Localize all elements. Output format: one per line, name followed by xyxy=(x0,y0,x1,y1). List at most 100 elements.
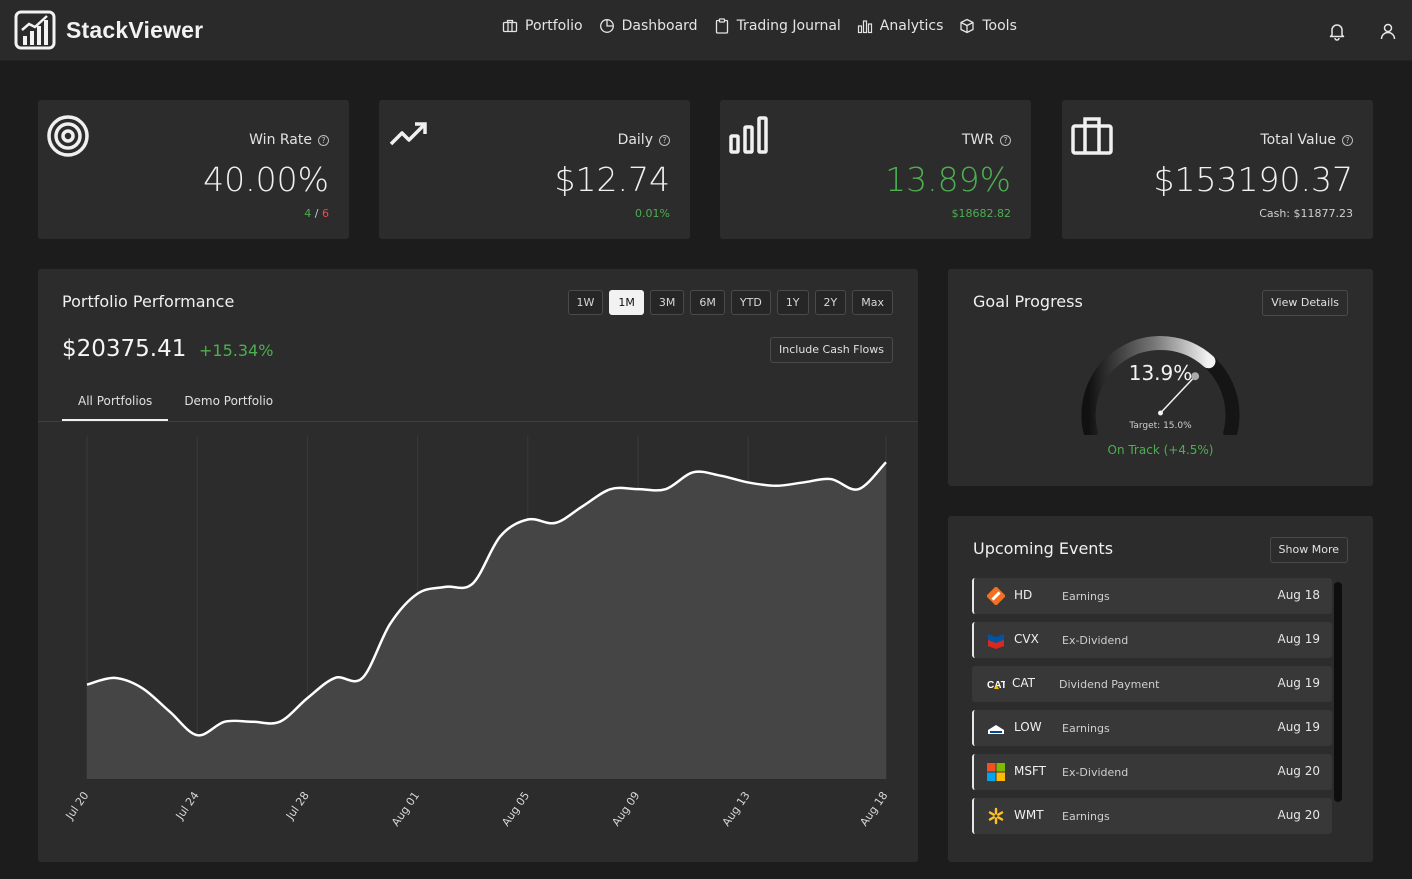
x-tick-label: Aug 13 xyxy=(720,789,753,828)
win-rate-label-text: Win Rate xyxy=(249,132,312,148)
user-profile-icon[interactable] xyxy=(1378,21,1398,41)
nav-analytics-label: Analytics xyxy=(879,18,944,34)
help-icon[interactable]: ? xyxy=(318,134,329,146)
help-icon[interactable]: ? xyxy=(659,134,670,146)
twr-label-text: TWR xyxy=(961,132,994,148)
pie-chart-icon xyxy=(599,19,614,33)
bar-chart-icon xyxy=(857,20,872,34)
event-type: Earnings xyxy=(1062,722,1110,735)
x-tick-label: Aug 01 xyxy=(389,789,422,828)
event-ticker: LOW xyxy=(1014,720,1042,734)
event-date: Aug 19 xyxy=(1277,676,1320,690)
range-1y-button[interactable]: 1Y xyxy=(776,290,809,315)
trending-up-icon xyxy=(389,122,427,146)
performance-title: Portfolio Performance xyxy=(62,292,235,311)
cash-balance: Cash: $11877.23 xyxy=(1259,207,1353,220)
brand[interactable]: StackViewer xyxy=(14,10,203,50)
event-ticker: CVX xyxy=(1014,632,1039,646)
range-max-button[interactable]: Max xyxy=(852,290,893,315)
event-type: Ex-Dividend xyxy=(1062,766,1129,779)
lowes-logo xyxy=(988,725,1004,734)
range-6m-button[interactable]: 6M xyxy=(690,290,725,315)
events-scrollbar[interactable] xyxy=(1334,582,1342,802)
range-1m-button[interactable]: 1M xyxy=(609,290,644,315)
total-value-label-text: Total Value xyxy=(1260,132,1336,148)
goal-gauge xyxy=(1081,336,1240,435)
event-type: Earnings xyxy=(1062,590,1110,603)
nav-analytics[interactable]: Analytics xyxy=(857,18,944,34)
twr-amount: $18682.82 xyxy=(951,207,1012,220)
nav-tools[interactable]: Tools xyxy=(959,18,1017,34)
x-axis-ticks: Jul 20 Jul 24 Jul 28 Aug 01 Aug 05 Aug 09 Aug … xyxy=(63,789,891,828)
wins-separator: / xyxy=(311,207,322,220)
daily-label: Daily? xyxy=(618,132,670,148)
event-row[interactable]: MSFT Ex-Dividend Aug 20 xyxy=(972,754,1332,790)
upcoming-events-title: Upcoming Events xyxy=(973,539,1114,558)
win-rate-card: Win Rate? 40.00% 4 / 6 xyxy=(38,100,349,239)
total-value-amount: $153190.37 xyxy=(1153,160,1353,199)
help-icon[interactable]: ? xyxy=(1342,134,1353,146)
main-nav: Portfolio Dashboard Trading Journal Anal… xyxy=(502,18,1017,34)
win-loss-count: 4 / 6 xyxy=(304,207,329,220)
event-ticker: MSFT xyxy=(1014,764,1046,778)
nav-dashboard[interactable]: Dashboard xyxy=(599,18,698,34)
view-details-button[interactable]: View Details xyxy=(1262,290,1348,316)
briefcase-icon xyxy=(502,19,518,33)
bar-chart-icon xyxy=(729,116,768,154)
twr-card: TWR? 13.89% $18682.82 xyxy=(720,100,1031,239)
upcoming-events-card: Upcoming Events Show More HD Earnings Au… xyxy=(948,516,1373,862)
nav-portfolio-label: Portfolio xyxy=(525,18,583,34)
daily-card: Daily? $12.74 0.01% xyxy=(379,100,690,239)
x-tick-label: Aug 09 xyxy=(609,789,642,828)
event-row[interactable]: CAT CAT Dividend Payment Aug 19 xyxy=(972,666,1332,702)
box-icon xyxy=(960,18,975,34)
tab-all-portfolios[interactable]: All Portfolios xyxy=(62,389,169,421)
tab-demo-portfolio[interactable]: Demo Portfolio xyxy=(184,394,274,408)
chevron-logo xyxy=(988,634,1004,649)
event-type: Earnings xyxy=(1062,810,1110,823)
x-tick-label: Jul 20 xyxy=(63,789,92,822)
walmart-spark-logo xyxy=(988,807,1004,825)
win-rate-value: 40.00% xyxy=(203,160,329,199)
event-row[interactable]: WMT Earnings Aug 20 xyxy=(972,798,1332,834)
range-1w-button[interactable]: 1W xyxy=(567,290,604,315)
nav-dashboard-label: Dashboard xyxy=(621,18,698,34)
nav-tools-label: Tools xyxy=(982,18,1017,34)
notification-bell-icon[interactable] xyxy=(1327,21,1347,41)
goal-target: Target: 15.0% xyxy=(1129,421,1192,431)
portfolio-performance-card: Portfolio Performance 1W 1M 3M 6M YTD 1Y… xyxy=(38,269,918,862)
top-navigation-bar: StackViewer Portfolio Dashboard Trading … xyxy=(0,0,1412,61)
event-date: Aug 19 xyxy=(1277,720,1320,734)
help-icon[interactable]: ? xyxy=(1000,134,1011,146)
tab-divider xyxy=(38,421,918,422)
goal-status: On Track (+4.5%) xyxy=(1107,443,1214,457)
twr-value: 13.89% xyxy=(885,160,1011,199)
event-date: Aug 19 xyxy=(1277,632,1320,646)
daily-change: 0.01% xyxy=(635,207,670,220)
range-3m-button[interactable]: 3M xyxy=(649,290,685,315)
nav-portfolio[interactable]: Portfolio xyxy=(502,18,583,34)
performance-chart[interactable]: Jul 20 Jul 24 Jul 28 Aug 01 Aug 05 Aug 09 Aug … xyxy=(38,422,918,862)
gauge-needle-tip xyxy=(1191,372,1200,381)
range-ytd-button[interactable]: YTD xyxy=(730,290,771,315)
range-2y-button[interactable]: 2Y xyxy=(814,290,847,315)
briefcase-icon xyxy=(1071,117,1113,155)
microsoft-logo xyxy=(987,763,1005,781)
event-row[interactable]: HD Earnings Aug 18 xyxy=(972,578,1332,614)
event-ticker: CAT xyxy=(1012,676,1035,690)
event-date: Aug 20 xyxy=(1277,764,1320,778)
caterpillar-logo: CAT xyxy=(987,680,1005,691)
include-cash-flows-button[interactable]: Include Cash Flows xyxy=(770,337,893,363)
gauge-needle xyxy=(1159,375,1196,414)
event-type: Ex-Dividend xyxy=(1062,634,1129,647)
target-icon xyxy=(47,115,89,157)
nav-trading-journal[interactable]: Trading Journal xyxy=(714,18,841,34)
event-row[interactable]: CVX Ex-Dividend Aug 19 xyxy=(972,622,1332,658)
goal-progress-title: Goal Progress xyxy=(973,292,1083,311)
performance-value: $20375.41 xyxy=(62,336,187,362)
x-tick-label: Jul 28 xyxy=(283,789,312,822)
chart-line xyxy=(86,461,887,737)
nav-trading-journal-label: Trading Journal xyxy=(736,18,841,34)
event-row[interactable]: LOW Earnings Aug 19 xyxy=(972,710,1332,746)
show-more-button[interactable]: Show More xyxy=(1269,537,1348,563)
